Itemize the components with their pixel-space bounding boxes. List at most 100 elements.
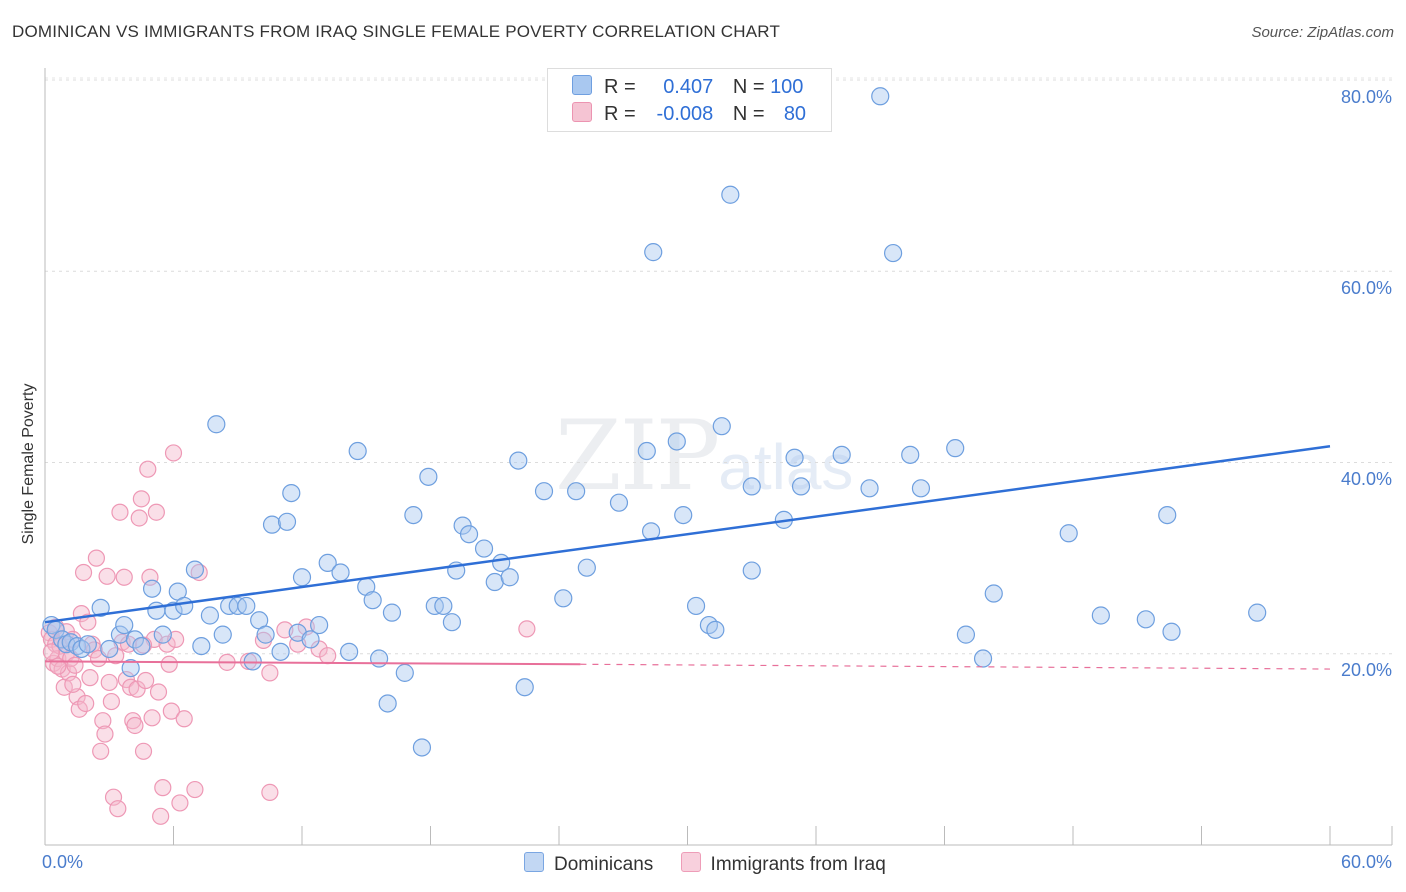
dominicans-point-64 [515,678,534,697]
dominicans-point-81 [742,561,761,580]
iraq-point-54 [158,635,176,653]
dominicans-point-7 [78,635,97,654]
dominicans-point-83 [785,448,804,467]
x-tick-label-max: 60.0% [1340,852,1392,872]
dominicans-point-25 [213,625,232,644]
iraq-point-53 [154,779,172,797]
dominicans-point-74 [674,505,693,525]
dominicans-point-80 [742,477,761,496]
dominicans-point-24 [207,415,226,434]
dominicans-point-93 [973,649,993,668]
bottom-legend-dominicans: Dominicans [524,852,653,876]
watermark-zip: ZIP [555,400,720,512]
dominicans-point-12 [121,658,140,678]
dominicans-point-66 [554,589,573,608]
dominicans-point-75 [686,596,706,616]
legend-r-value: 0.407 [663,76,714,98]
iraq-point-16 [70,700,88,718]
iraq-point-18 [74,563,93,582]
chart-source: Source: ZipAtlas.com [1251,24,1394,41]
iraq-point-29 [100,673,118,692]
iraq-point-25 [92,742,110,760]
legend-r-label: R = [604,76,636,98]
iraq-point-28 [98,567,116,585]
legend-n-label: N = [732,103,765,125]
iraq-point-78 [160,655,178,673]
iraq-point-14 [66,656,84,674]
dominicans-point-15 [142,579,162,598]
dominicans-point-51 [412,738,432,757]
dominicans-point-20 [175,596,194,616]
iraq-point-72 [42,643,61,661]
iraq-point-43 [132,490,150,508]
y-tick-label-60: 60.0% [1340,278,1392,298]
dominicans-point-55 [442,613,462,632]
legend-row-iraq: R = -0.008 N = 80 [572,102,806,126]
dominicans-trend-line [44,445,1331,624]
dominicans-point-46 [370,649,389,668]
dominicans-point-91 [946,439,965,458]
dominicans-point-94 [984,584,1003,603]
iraq-point-52 [152,807,170,825]
dominicans-point-22 [192,636,211,656]
dominicans-point-17 [153,625,172,644]
dominicans-point-41 [331,563,350,582]
dominicans-point-54 [434,596,453,616]
dominicans-point-13 [125,630,145,649]
dominicans-point-79 [721,185,740,204]
dominicans-point-23 [200,606,220,625]
dominicans-point-39 [310,615,329,635]
iraq-point-47 [141,568,159,586]
iraq-point-19 [77,694,95,713]
dominicans-point-68 [577,558,596,577]
iraq-point-20 [79,613,97,631]
legend-swatch-iraq [572,102,592,122]
iraq-point-76 [107,647,125,665]
dominicans-point-89 [901,445,920,464]
legend-n-label: N = [732,76,765,98]
y-tick-label-80: 80.0% [1340,87,1392,107]
iraq-point-64 [261,783,279,802]
iraq-point-44 [134,742,153,760]
dominicans-point-18 [164,601,183,620]
bottom-legend-swatch-dominicans [524,852,544,872]
dominicans-point-58 [459,525,479,544]
dominicans-point-40 [318,553,337,573]
iraq-point-35 [115,568,133,586]
dominicans-point-16 [147,601,166,620]
chart-title: DOMINICAN VS IMMIGRANTS FROM IRAQ SINGLE… [12,22,781,41]
dominicans-point-42 [340,642,359,661]
iraq-point-26 [94,712,112,730]
dominicans-point-31 [256,625,275,644]
iraq-point-59 [175,710,193,728]
iraq-point-40 [126,716,144,735]
iraq-trend-line [44,660,581,666]
dominicans-point-21 [185,560,205,579]
dominicans-point-65 [534,482,554,501]
dominicans-point-38 [301,630,320,649]
iraq-point-71 [518,620,536,638]
y-tick-label-20: 20.0% [1340,660,1392,680]
dominicans-point-37 [292,568,312,587]
dominicans-point-84 [791,477,811,496]
legend-box: R = 0.407 N = 100 R = -0.008 N = 80 [547,68,832,132]
dominicans-point-48 [382,603,402,622]
legend-swatch-dominicans [572,75,592,95]
legend-r-label: R = [604,103,636,125]
dominicans-point-96 [1091,606,1110,625]
dominicans-point-52 [419,467,438,486]
iraq-point-56 [164,444,183,462]
iraq-point-38 [122,678,140,696]
iraq-point-48 [143,709,161,727]
iraq-point-75 [81,669,99,687]
dominicans-point-32 [262,515,282,534]
iraq-point-51 [149,683,168,701]
iraq-trend-line-extension [580,663,1331,670]
iraq-point-55 [162,702,180,720]
dominicans-point-69 [609,493,629,512]
dominicans-point-85 [832,445,851,464]
dominicans-point-100 [1248,603,1267,622]
dominicans-point-87 [871,87,890,106]
dominicans-point-86 [860,479,879,498]
